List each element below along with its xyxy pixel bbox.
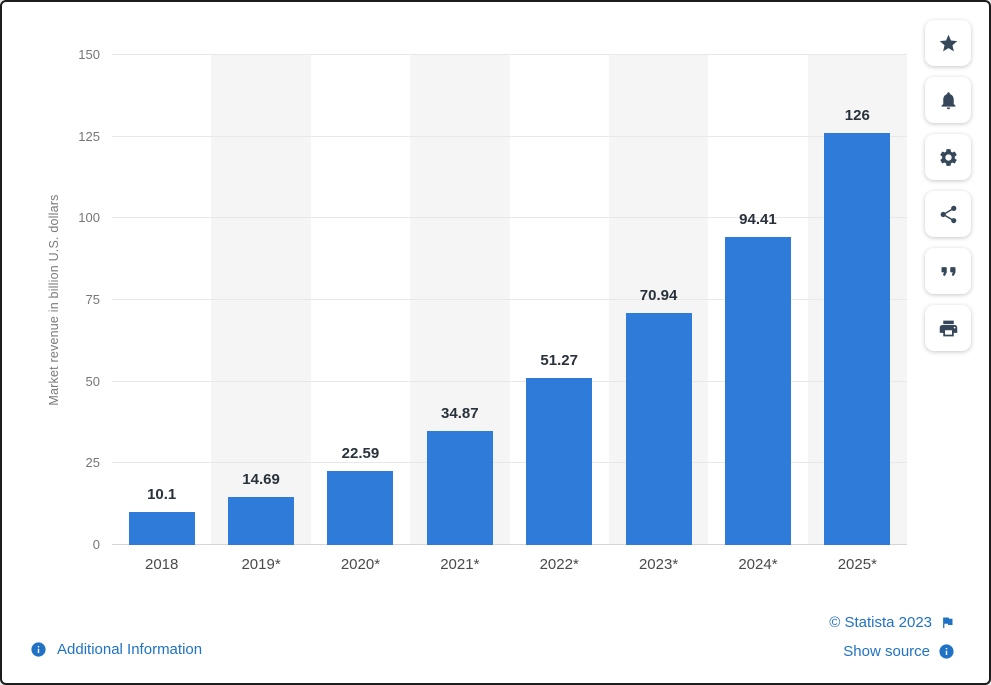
y-axis-tick-label: 100 xyxy=(78,210,100,226)
star-icon xyxy=(939,34,957,51)
gridline xyxy=(112,217,907,219)
gridline xyxy=(112,299,907,300)
favorite-button[interactable] xyxy=(925,20,971,66)
bar-2020[interactable] xyxy=(327,471,394,545)
y-axis-tick-label: 50 xyxy=(85,373,100,389)
citation-button[interactable] xyxy=(925,248,971,294)
bar-value-label: 51.27 xyxy=(540,351,578,369)
statista-copyright-link[interactable]: © Statista 2023 xyxy=(829,614,955,631)
bar-2018[interactable] xyxy=(128,512,195,545)
show-source-link[interactable]: Show source xyxy=(843,643,955,660)
print-button[interactable] xyxy=(925,305,971,351)
bar-2019[interactable] xyxy=(228,497,295,545)
bar-2025[interactable] xyxy=(824,133,891,545)
info-icon xyxy=(939,644,954,659)
settings-button[interactable] xyxy=(925,134,971,180)
x-axis-label: 2025* xyxy=(837,556,877,573)
gridline xyxy=(112,135,907,137)
share-button[interactable] xyxy=(925,191,971,237)
bar-value-label: 94.41 xyxy=(739,210,777,228)
x-axis-label: 2021* xyxy=(440,556,480,573)
x-axis-label: 2019* xyxy=(241,556,281,573)
gridline xyxy=(112,544,907,545)
bar-value-label: 22.59 xyxy=(341,445,380,463)
copyright-label: © Statista 2023 xyxy=(829,614,932,631)
info-icon xyxy=(31,642,46,657)
bar-2024[interactable] xyxy=(724,236,791,545)
bar-value-label: 14.69 xyxy=(242,471,280,489)
gridline xyxy=(112,54,907,55)
bar-2022[interactable] xyxy=(526,377,593,545)
additional-information-link[interactable]: Additional Information xyxy=(30,641,202,658)
bar-value-label: 10.1 xyxy=(147,486,177,504)
y-axis-tick-label: 0 xyxy=(92,537,100,552)
bell-icon xyxy=(941,91,955,109)
x-axis-label: 2023* xyxy=(638,556,679,573)
chart-toolbar xyxy=(925,20,971,351)
bar-value-label: 70.94 xyxy=(639,287,678,305)
additional-information-label: Additional Information xyxy=(57,641,203,658)
plot-area: 0 25 50 75 100 125 150 10.1 14.69 22.59 34.87 51.27… xyxy=(78,47,907,552)
gear-icon xyxy=(939,148,957,166)
x-axis-label: 2022* xyxy=(539,556,579,573)
x-axis-label: 2024* xyxy=(738,556,778,573)
bar-value-label: 34.87 xyxy=(441,405,479,423)
x-axis-labels: 2018 2019* 2020* 2021* 2022* 2023* 2024* 2025* xyxy=(112,554,907,578)
share-icon xyxy=(940,205,956,223)
y-axis-tick-label: 25 xyxy=(85,455,100,471)
show-source-label: Show source xyxy=(843,643,930,660)
x-axis-label: 2018 xyxy=(145,556,179,573)
quote-icon xyxy=(941,266,955,276)
y-axis-tick-label: 75 xyxy=(85,292,100,307)
footer-right: © Statista 2023 Show source xyxy=(829,614,955,660)
y-axis-tick-label: 125 xyxy=(78,128,100,144)
notifications-button[interactable] xyxy=(925,77,971,123)
bar-2021[interactable] xyxy=(426,431,493,545)
x-axis-label: 2020* xyxy=(340,556,381,573)
y-axis-tick-label: 150 xyxy=(78,47,100,62)
bar-value-label: 126 xyxy=(844,107,870,125)
bar-2023[interactable] xyxy=(625,313,692,545)
flag-icon xyxy=(943,617,953,629)
print-icon xyxy=(939,320,957,336)
gridline xyxy=(112,462,907,464)
gridline xyxy=(112,380,907,382)
